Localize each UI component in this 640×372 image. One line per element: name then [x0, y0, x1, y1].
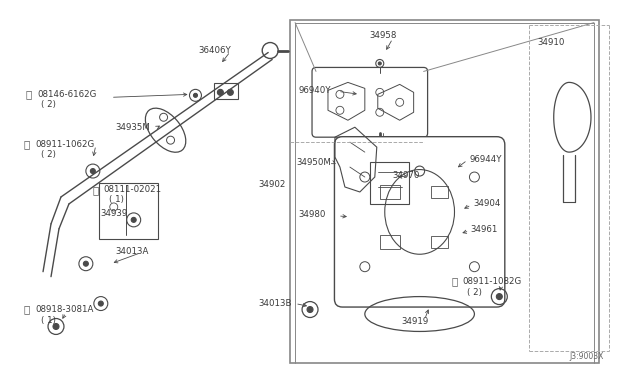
Text: 34980: 34980 [298, 211, 326, 219]
Bar [290, 20, 599, 363]
Text: ( 1): ( 1) [41, 316, 56, 325]
Circle shape [307, 307, 313, 312]
Circle shape [227, 89, 234, 95]
Text: 34910: 34910 [537, 38, 564, 47]
FancyBboxPatch shape [335, 137, 505, 307]
Text: 34970: 34970 [393, 170, 420, 180]
Text: 34935M: 34935M [116, 123, 150, 132]
Circle shape [218, 89, 223, 95]
Text: 36406Y: 36406Y [198, 46, 231, 55]
Text: ( 2): ( 2) [41, 150, 56, 158]
Text: 34950M: 34950M [296, 158, 331, 167]
Text: 34902: 34902 [258, 180, 285, 189]
Text: 34919: 34919 [402, 317, 429, 326]
Polygon shape [554, 82, 591, 152]
Circle shape [90, 169, 95, 174]
Text: 34939: 34939 [101, 209, 128, 218]
FancyBboxPatch shape [312, 67, 428, 137]
Text: 96944Y: 96944Y [469, 155, 502, 164]
Circle shape [378, 62, 381, 65]
Text: 34013A: 34013A [116, 247, 149, 256]
Circle shape [53, 324, 59, 330]
Text: 34013B: 34013B [258, 299, 292, 308]
Circle shape [193, 93, 198, 97]
Text: 08146-6162G: 08146-6162G [37, 90, 97, 99]
Text: 08911-1062G: 08911-1062G [35, 140, 94, 149]
Text: ( 2): ( 2) [41, 100, 56, 109]
Circle shape [131, 217, 136, 222]
Text: 08911-1082G: 08911-1082G [463, 277, 522, 286]
Text: Ⓝ: Ⓝ [451, 277, 458, 287]
Text: 34961: 34961 [470, 225, 498, 234]
Text: Ⓑ: Ⓑ [25, 89, 31, 99]
Text: 08918-3081A: 08918-3081A [35, 305, 93, 314]
Text: Ⓝ: Ⓝ [23, 305, 29, 315]
Circle shape [497, 294, 502, 299]
Text: Ⓝ: Ⓝ [23, 139, 29, 149]
Text: ( 1): ( 1) [109, 195, 124, 205]
Text: J3:9003X: J3:9003X [569, 352, 604, 361]
Text: ( 2): ( 2) [467, 288, 483, 297]
Circle shape [83, 261, 88, 266]
Circle shape [99, 301, 103, 306]
Text: 34904: 34904 [474, 199, 501, 208]
Text: 34958: 34958 [370, 31, 397, 40]
Text: 08111-02021: 08111-02021 [104, 186, 162, 195]
Text: Ⓑ: Ⓑ [93, 185, 99, 195]
Text: 96940Y: 96940Y [298, 86, 331, 95]
